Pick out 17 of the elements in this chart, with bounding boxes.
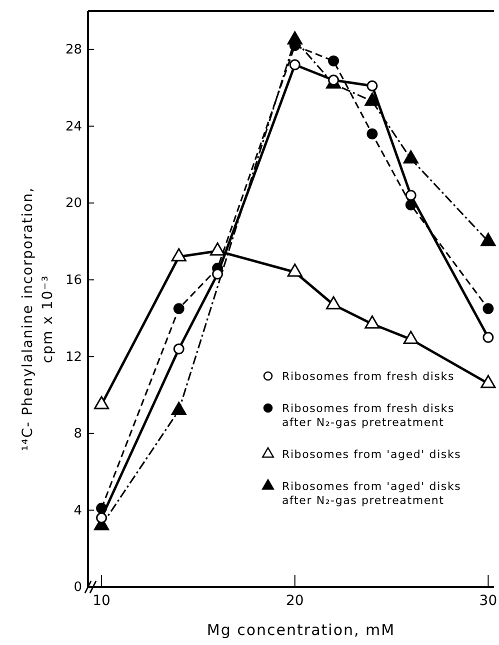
y-tick-label: 0 [74, 580, 82, 596]
legend-label: Ribosomes from 'aged' disks [282, 448, 462, 461]
y-tick-label: 28 [65, 42, 82, 58]
y-axis-title: ¹⁴C- Phenylalanine incorporation, cpm x 10⁻³ [20, 186, 56, 452]
legend-label: Ribosomes from 'aged' disks after N₂-gas pretreatment [282, 480, 462, 507]
x-axis-title: Mg concentration, mM [206, 621, 396, 639]
legend-label: Ribosomes from fresh disks after N₂-gas pretreatment [282, 402, 454, 429]
legend-label: Ribosomes from fresh disks [282, 370, 454, 383]
y-tick-label: 12 [65, 350, 82, 365]
x-tick-label: 20 [286, 592, 304, 609]
y-tick-label: 24 [65, 119, 82, 134]
y-tick-label: 8 [74, 426, 82, 442]
y-tick-label: 4 [74, 503, 82, 518]
x-tick-label: 30 [479, 592, 498, 609]
y-tick-label: 20 [65, 196, 82, 212]
x-tick-label: 10 [92, 592, 110, 609]
y-tick-label: 16 [65, 272, 82, 288]
